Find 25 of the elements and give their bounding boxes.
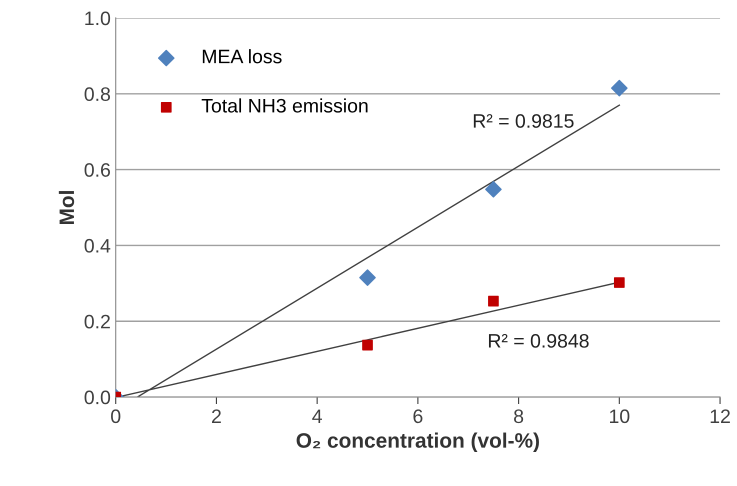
x-tick-label: 12 xyxy=(710,409,730,423)
x-axis-title: O₂ concentration (vol-%) xyxy=(296,432,539,452)
y-tick-label: 1.0 xyxy=(85,11,110,26)
y-tick-label: 0.6 xyxy=(84,163,110,177)
x-tick-label: 8 xyxy=(514,409,524,424)
annotation: R² = 0.9815 xyxy=(474,114,574,128)
annotation: R² = 0.9848 xyxy=(488,334,589,348)
point xyxy=(359,269,376,286)
legend-label: Total NH3 emission xyxy=(202,98,368,113)
y-tick-label: 0.8 xyxy=(84,87,110,102)
x-tick-label: 4 xyxy=(312,410,322,423)
point xyxy=(488,296,499,307)
y-tick-label: 0.4 xyxy=(84,238,110,253)
point xyxy=(362,340,373,350)
y-tick-label: 0.0 xyxy=(84,390,110,404)
x-tick-label: 0 xyxy=(111,409,120,424)
y-tick-label: 0.2 xyxy=(84,314,110,328)
point xyxy=(611,80,628,96)
x-tick-label: 2 xyxy=(212,409,221,423)
x-tick-label: 6 xyxy=(413,409,422,424)
x-tick-label: 10 xyxy=(610,409,630,424)
legend-label: MEA loss xyxy=(202,49,282,64)
point xyxy=(485,181,502,198)
y-axis-title: Mol xyxy=(58,191,74,224)
point xyxy=(614,277,625,288)
